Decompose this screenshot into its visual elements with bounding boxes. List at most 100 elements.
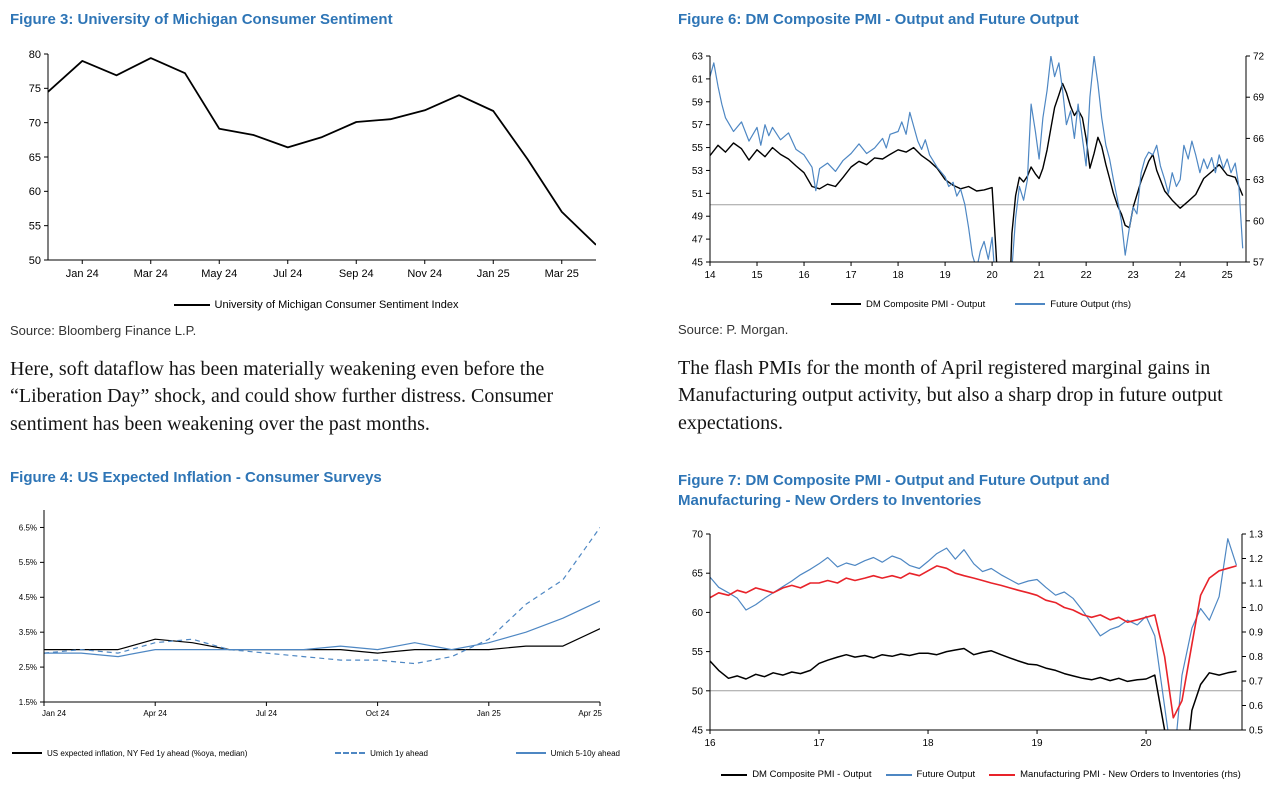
svg-text:0.6: 0.6 [1249, 701, 1263, 712]
fig7-legend: DM Composite PMI - Output Future Output Ma… [678, 769, 1284, 780]
fig3-legend-item: University of Michigan Consumer Sentimen… [173, 298, 459, 311]
legend-label: University of Michigan Consumer Sentimen… [214, 298, 459, 311]
svg-text:80: 80 [29, 48, 41, 60]
svg-text:20: 20 [987, 270, 999, 281]
svg-text:47: 47 [692, 234, 704, 245]
svg-text:21: 21 [1034, 270, 1046, 281]
figure6-source: Source: P. Morgan. [678, 321, 789, 337]
svg-text:15: 15 [751, 270, 763, 281]
svg-text:25: 25 [1222, 270, 1234, 281]
legend-line-sample [335, 752, 366, 755]
left-column: Figure 3: University of Michigan Consume… [10, 10, 622, 780]
svg-text:23: 23 [1128, 270, 1140, 281]
fig4-canvas: 1.5% 2.5% 3.5% 4.5% 5.5% 6.5% Jan 24 Apr 24 Jul … [19, 509, 603, 718]
fig6-legend-item: Future Output (rhs) [1015, 299, 1131, 310]
svg-text:65: 65 [692, 569, 704, 580]
fig7-legend-item: Manufacturing PMI - New Orders to Invent… [989, 769, 1241, 780]
svg-text:Mar 24: Mar 24 [134, 268, 168, 280]
svg-text:19: 19 [1031, 738, 1043, 749]
svg-text:Sep 24: Sep 24 [339, 268, 374, 280]
svg-text:70: 70 [29, 117, 41, 129]
svg-text:5.5%: 5.5% [19, 558, 37, 567]
svg-text:61: 61 [692, 74, 704, 85]
svg-text:16: 16 [798, 270, 810, 281]
svg-text:3.5%: 3.5% [19, 628, 37, 637]
svg-text:60: 60 [29, 186, 41, 198]
right-body-paragraph: The flash PMIs for the month of April re… [678, 356, 1223, 434]
left-body-paragraph: Here, soft dataflow has been materially … [10, 357, 554, 435]
legend-label: Umich 1y ahead [370, 748, 428, 758]
fig4-legend-item: US expected inflation, NY Fed 1y ahead (… [12, 749, 247, 758]
svg-text:45: 45 [692, 726, 704, 737]
legend-line-sample [989, 773, 1016, 776]
svg-text:22: 22 [1081, 270, 1093, 281]
svg-text:0.9: 0.9 [1249, 628, 1263, 639]
legend-line-sample [1015, 303, 1046, 305]
svg-text:49: 49 [692, 211, 704, 222]
svg-text:Apr 25: Apr 25 [578, 709, 602, 718]
svg-text:1.1: 1.1 [1249, 579, 1263, 590]
fig6-legend: DM Composite PMI - Output Future Output (… [678, 299, 1284, 310]
legend-label: DM Composite PMI - Output [752, 769, 872, 781]
legend-line-sample [721, 773, 748, 776]
figure3-source: Source: Bloomberg Finance L.P. [10, 322, 197, 338]
svg-text:1.5%: 1.5% [19, 698, 37, 707]
svg-text:63: 63 [692, 51, 704, 62]
svg-text:1.0: 1.0 [1249, 603, 1263, 614]
figure7-chart: 45 50 55 60 65 70 0.5 0.6 0.7 0.8 0.9 1.0 1.1 1.2 1.3 1… [678, 526, 1284, 781]
svg-text:55: 55 [692, 143, 704, 154]
svg-text:0.7: 0.7 [1249, 677, 1263, 688]
svg-text:75: 75 [29, 83, 41, 95]
legend-line-sample [885, 773, 912, 776]
legend-label: Future Output [916, 769, 976, 781]
legend-line-sample [830, 303, 861, 305]
svg-text:Oct 24: Oct 24 [366, 709, 390, 718]
fig3-canvas: 50 55 60 65 70 75 80 Jan 24 Mar 24 May 24 Jul 24 Se… [29, 48, 596, 280]
svg-text:Apr 24: Apr 24 [143, 709, 167, 718]
figure6-title: Figure 6: DM Composite PMI - Output and … [678, 11, 1079, 28]
svg-text:Nov 24: Nov 24 [407, 268, 442, 280]
legend-label: US expected inflation, NY Fed 1y ahead (… [47, 748, 248, 758]
svg-text:60: 60 [1253, 216, 1265, 227]
svg-text:20: 20 [1141, 738, 1153, 749]
fig4-legend-item: Umich 5-10y ahead [515, 748, 620, 758]
svg-text:51: 51 [692, 188, 704, 199]
fig4-legend: US expected inflation, NY Fed 1y ahead (… [10, 749, 622, 758]
legend-label: Umich 5-10y ahead [550, 748, 620, 758]
svg-text:66: 66 [1253, 133, 1265, 144]
svg-text:50: 50 [692, 687, 704, 698]
svg-text:53: 53 [692, 165, 704, 176]
svg-text:Jan 25: Jan 25 [477, 709, 502, 718]
legend-line-sample [12, 752, 42, 755]
figure4-chart: 1.5% 2.5% 3.5% 4.5% 5.5% 6.5% Jan 24 Apr 24 Jul … [10, 504, 622, 758]
fig6-legend-item: DM Composite PMI - Output [830, 299, 985, 310]
svg-text:57: 57 [692, 120, 704, 131]
figure3-title: Figure 3: University of Michigan Consume… [10, 11, 393, 28]
svg-text:17: 17 [813, 738, 825, 749]
svg-text:Jan 25: Jan 25 [477, 268, 510, 280]
svg-text:Jan 24: Jan 24 [66, 268, 99, 280]
svg-text:17: 17 [845, 270, 857, 281]
legend-line-sample [173, 303, 210, 306]
svg-text:1.2: 1.2 [1249, 554, 1263, 565]
svg-text:55: 55 [692, 647, 704, 658]
figure4-title: Figure 4: US Expected Inflation - Consum… [10, 469, 382, 487]
svg-text:May 24: May 24 [201, 268, 237, 280]
legend-label: Future Output (rhs) [1050, 298, 1132, 310]
fig3-legend: University of Michigan Consumer Sentimen… [10, 299, 622, 311]
svg-text:18: 18 [922, 738, 934, 749]
svg-text:63: 63 [1253, 175, 1265, 186]
svg-text:59: 59 [692, 97, 704, 108]
svg-text:Jan 24: Jan 24 [42, 709, 67, 718]
fig6-canvas: 45 47 49 51 53 55 57 59 61 63 57 60 63 66 69 72 14 15 16 17… [692, 51, 1265, 281]
fig7-legend-item: DM Composite PMI - Output [721, 769, 872, 781]
legend-label: Manufacturing PMI - New Orders to Invent… [1020, 769, 1241, 781]
svg-text:14: 14 [704, 270, 716, 281]
svg-text:16: 16 [704, 738, 716, 749]
svg-text:60: 60 [692, 608, 704, 619]
svg-text:72: 72 [1253, 51, 1265, 62]
svg-text:4.5%: 4.5% [19, 593, 37, 602]
svg-text:2.5%: 2.5% [19, 663, 37, 672]
svg-text:57: 57 [1253, 257, 1265, 268]
svg-text:6.5%: 6.5% [19, 523, 37, 532]
